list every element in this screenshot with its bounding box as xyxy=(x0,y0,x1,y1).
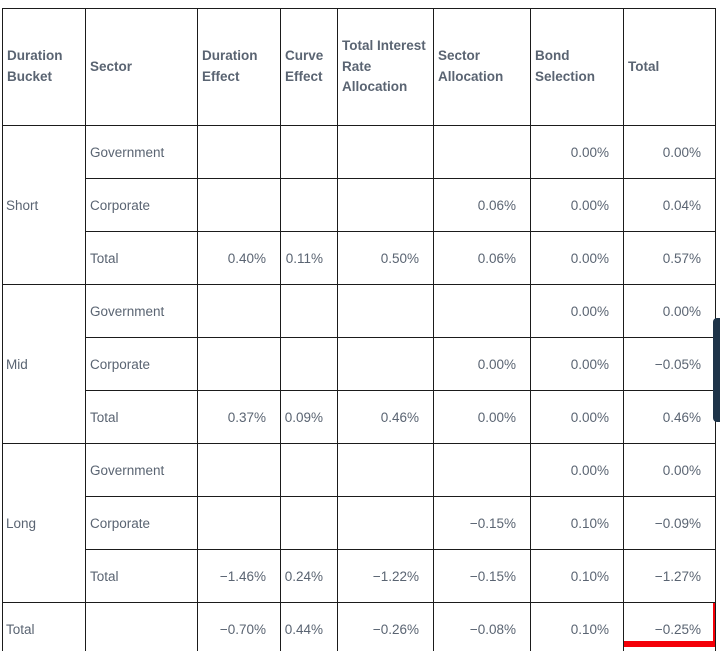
cell-bucket-mid: Mid xyxy=(2,284,86,444)
cell-bond-selection: 0.00% xyxy=(530,178,624,232)
col-header-sector: Sector xyxy=(85,8,198,126)
cell-interest-rate-allocation: 0.46% xyxy=(337,390,434,444)
cell-interest-rate-allocation: 0.50% xyxy=(337,231,434,285)
table-row: Corporate −0.15% 0.10% −0.09% xyxy=(3,496,716,550)
cell-sector-allocation xyxy=(433,125,531,179)
cell-duration-effect xyxy=(197,496,281,550)
cell-grand-total-value: −0.25% xyxy=(623,602,716,651)
cell-sector-allocation: 0.00% xyxy=(433,337,531,391)
cell-interest-rate-allocation xyxy=(337,125,434,179)
col-header-total-interest-rate-allocation: Total Interest Rate Allocation xyxy=(337,8,434,126)
cell-duration-effect: −0.70% xyxy=(197,602,281,651)
cell-bond-selection: 0.00% xyxy=(530,125,624,179)
cell-bond-selection: 0.00% xyxy=(530,443,624,497)
cell-interest-rate-allocation xyxy=(337,178,434,232)
cell-curve-effect xyxy=(280,496,338,550)
cell-duration-effect: −1.46% xyxy=(197,549,281,603)
cell-interest-rate-allocation: −1.22% xyxy=(337,549,434,603)
cell-total: 0.04% xyxy=(623,178,716,232)
table-row: Long Government 0.00% 0.00% xyxy=(2,443,716,603)
col-header-sector-allocation: Sector Allocation xyxy=(433,8,531,126)
cell-interest-rate-allocation xyxy=(337,496,434,550)
cell-total: −0.05% xyxy=(623,337,716,391)
cell-duration-effect xyxy=(197,178,281,232)
cell-duration-effect xyxy=(197,284,281,338)
attribution-table: Duration Bucket Sector Duration Effect C… xyxy=(2,8,716,651)
cell-total: 0.00% xyxy=(623,284,716,338)
grand-total-value: −0.25% xyxy=(654,621,701,637)
table-row: Total 0.40% 0.11% 0.50% 0.06% 0.00% 0.57… xyxy=(3,231,716,285)
cell-sector-allocation: −0.15% xyxy=(433,496,531,550)
cell-sector-allocation: 0.00% xyxy=(433,390,531,444)
col-header-bond-selection: Bond Selection xyxy=(530,8,624,126)
cell-bond-selection: 0.10% xyxy=(530,549,624,603)
col-header-duration-effect: Duration Effect xyxy=(197,8,281,126)
cell-total: 0.00% xyxy=(623,125,716,179)
table-row: Total −1.46% 0.24% −1.22% −0.15% 0.10% −… xyxy=(3,549,716,603)
cell-total: −1.27% xyxy=(623,549,716,603)
cell-sector-allocation: 0.06% xyxy=(433,178,531,232)
cell-bond-selection: 0.00% xyxy=(530,284,624,338)
cell-sector-allocation xyxy=(433,284,531,338)
table-row: Corporate 0.06% 0.00% 0.04% xyxy=(3,178,716,232)
cell-bond-selection: 0.10% xyxy=(530,602,624,651)
cell-interest-rate-allocation xyxy=(337,284,434,338)
table-row: Total 0.37% 0.09% 0.46% 0.00% 0.00% 0.46… xyxy=(3,390,716,444)
cell-sector: Government xyxy=(85,284,198,338)
table-row: Short Government 0.00% 0.00% xyxy=(2,125,716,285)
cell-bucket-long: Long xyxy=(2,443,86,603)
cell-bond-selection: 0.00% xyxy=(530,231,624,285)
cell-bond-selection: 0.10% xyxy=(530,496,624,550)
col-header-curve-effect: Curve Effect xyxy=(280,8,338,126)
cell-sector-allocation: 0.06% xyxy=(433,231,531,285)
cell-bucket-short: Short xyxy=(2,125,86,285)
cell-sector-allocation: −0.15% xyxy=(433,549,531,603)
cell-sector xyxy=(85,602,198,651)
cell-curve-effect xyxy=(280,443,338,497)
cell-duration-effect: 0.40% xyxy=(197,231,281,285)
cell-duration-effect xyxy=(197,125,281,179)
col-header-total: Total xyxy=(623,8,716,126)
grand-total-row: Total −0.70% 0.44% −0.26% −0.08% 0.10% −… xyxy=(2,602,716,651)
header-row: Duration Bucket Sector Duration Effect C… xyxy=(2,8,716,126)
cell-sector: Corporate xyxy=(85,496,198,550)
cell-curve-effect: 0.11% xyxy=(280,231,338,285)
cell-sector: Government xyxy=(85,125,198,179)
cell-curve-effect: 0.24% xyxy=(280,549,338,603)
vertical-scrollbar-thumb[interactable] xyxy=(713,318,720,422)
table-row: Corporate 0.00% 0.00% −0.05% xyxy=(3,337,716,391)
cell-duration-effect: 0.37% xyxy=(197,390,281,444)
cell-total: −0.09% xyxy=(623,496,716,550)
cell-sector: Corporate xyxy=(85,178,198,232)
cell-sector: Corporate xyxy=(85,337,198,391)
cell-sector-allocation: −0.08% xyxy=(433,602,531,651)
cell-curve-effect xyxy=(280,284,338,338)
cell-total: 0.00% xyxy=(623,443,716,497)
cell-bond-selection: 0.00% xyxy=(530,337,624,391)
cell-curve-effect xyxy=(280,337,338,391)
cell-curve-effect xyxy=(280,178,338,232)
cell-total: 0.57% xyxy=(623,231,716,285)
cell-sector: Total xyxy=(85,390,198,444)
cell-interest-rate-allocation xyxy=(337,443,434,497)
cell-total: 0.46% xyxy=(623,390,716,444)
cell-duration-effect xyxy=(197,337,281,391)
cell-bond-selection: 0.00% xyxy=(530,390,624,444)
cell-curve-effect: 0.44% xyxy=(280,602,338,651)
cell-sector: Total xyxy=(85,549,198,603)
cell-sector-allocation xyxy=(433,443,531,497)
cell-curve-effect: 0.09% xyxy=(280,390,338,444)
cell-sector: Total xyxy=(85,231,198,285)
cell-interest-rate-allocation: −0.26% xyxy=(337,602,434,651)
cell-sector: Government xyxy=(85,443,198,497)
cell-bucket-grand-total: Total xyxy=(2,602,86,651)
cell-duration-effect xyxy=(197,443,281,497)
col-header-duration-bucket: Duration Bucket xyxy=(2,8,86,126)
cell-curve-effect xyxy=(280,125,338,179)
cell-interest-rate-allocation xyxy=(337,337,434,391)
table-row: Mid Government 0.00% 0.00% xyxy=(2,284,716,444)
